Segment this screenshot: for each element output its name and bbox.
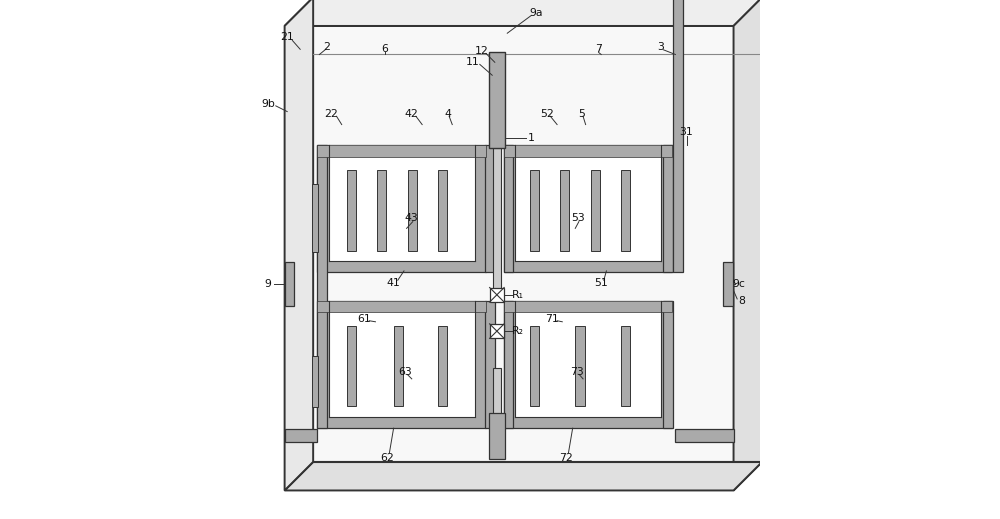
Text: R₁: R₁ [512, 290, 524, 300]
Bar [485, 145, 495, 272]
Bar [493, 148, 501, 301]
Bar [317, 145, 486, 157]
Bar [663, 301, 673, 428]
Text: 31: 31 [679, 127, 693, 138]
Bar [285, 262, 294, 306]
Text: 51: 51 [594, 278, 608, 288]
Text: 62: 62 [381, 453, 394, 463]
Text: 5: 5 [579, 109, 585, 119]
Text: 52: 52 [540, 109, 554, 119]
Bar [438, 326, 447, 406]
Bar [723, 262, 733, 306]
Bar [489, 52, 505, 148]
Bar [329, 301, 475, 417]
Text: 71: 71 [545, 314, 559, 324]
Text: 7: 7 [595, 44, 602, 54]
Text: 9c: 9c [732, 279, 745, 290]
Text: 2: 2 [323, 42, 330, 52]
Bar [504, 145, 513, 272]
Text: 43: 43 [405, 213, 419, 223]
Bar [591, 170, 600, 251]
Bar [490, 324, 504, 338]
Bar [312, 184, 318, 252]
Bar [317, 145, 327, 428]
Text: 41: 41 [387, 278, 400, 288]
Text: 1: 1 [528, 132, 535, 143]
Bar [347, 170, 356, 251]
Bar [675, 429, 734, 442]
Text: 22: 22 [324, 109, 338, 119]
Bar [530, 326, 539, 406]
Bar [285, 429, 317, 442]
Bar [394, 326, 403, 406]
Text: 21: 21 [280, 32, 294, 43]
Text: R₂: R₂ [512, 326, 524, 336]
Text: 3: 3 [657, 42, 664, 52]
Bar [347, 326, 356, 406]
Bar [493, 368, 501, 428]
Text: 8: 8 [738, 296, 745, 306]
Text: 6: 6 [381, 44, 388, 54]
Bar [438, 170, 447, 251]
Bar [285, 26, 734, 490]
Bar [515, 145, 661, 261]
Bar [317, 145, 486, 272]
Text: 63: 63 [399, 367, 412, 377]
Text: 4: 4 [445, 109, 452, 119]
Bar [408, 170, 417, 251]
Bar [621, 170, 630, 251]
Bar [317, 301, 486, 312]
Bar [575, 326, 585, 406]
Bar [504, 301, 513, 428]
Bar [489, 413, 505, 459]
Text: 42: 42 [405, 109, 419, 119]
Bar [504, 301, 672, 428]
Bar [504, 145, 672, 272]
Bar [312, 356, 318, 407]
Bar [485, 301, 495, 428]
Text: 9a: 9a [530, 8, 543, 18]
Text: 72: 72 [560, 453, 573, 463]
Bar [317, 301, 486, 428]
Text: 11: 11 [466, 57, 480, 67]
Text: 73: 73 [570, 367, 584, 377]
Bar [530, 170, 539, 251]
Text: 12: 12 [475, 46, 489, 56]
Bar [560, 170, 569, 251]
Text: 9: 9 [265, 279, 271, 290]
Polygon shape [285, 0, 762, 26]
Bar [377, 170, 386, 251]
Bar [329, 145, 475, 261]
Bar [663, 145, 673, 272]
Text: 9b: 9b [261, 99, 275, 109]
Bar [504, 145, 672, 157]
Polygon shape [734, 0, 762, 490]
Bar [621, 326, 630, 406]
Polygon shape [285, 0, 313, 490]
Bar [515, 301, 661, 417]
Text: 61: 61 [357, 314, 371, 324]
Polygon shape [285, 462, 762, 490]
Bar [673, 0, 683, 272]
Text: 53: 53 [571, 213, 585, 223]
Bar [490, 288, 504, 302]
Bar [504, 301, 672, 312]
